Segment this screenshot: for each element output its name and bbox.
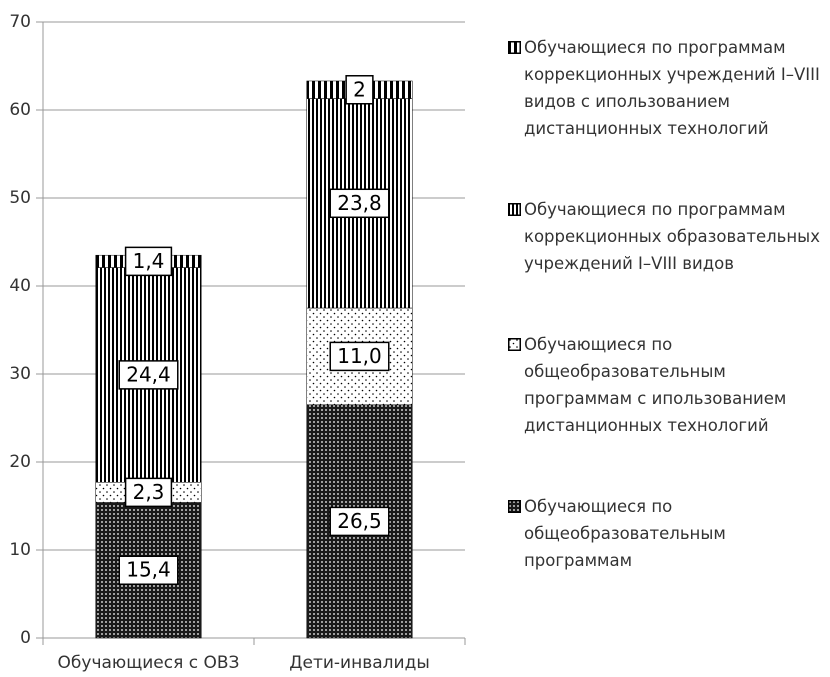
y-tick-label: 70 (9, 12, 31, 32)
x-tick-label: Обучающиеся с ОВЗ (58, 653, 240, 673)
data-label-text: 15,4 (126, 558, 171, 582)
legend-marker (508, 41, 521, 54)
data-label: 26,5 (329, 506, 390, 537)
x-tick-label: Дети-инвалиды (289, 653, 430, 673)
data-label-box (124, 477, 173, 508)
y-tick-label: 60 (9, 100, 31, 120)
data-label-text: 1,4 (133, 249, 165, 273)
legend-label: Обучающиеся по общеобразовательным прогр… (524, 335, 787, 435)
legend: Обучающиеся по программам коррекционных … (508, 34, 826, 628)
data-label-text: 23,8 (337, 191, 382, 215)
legend-marker (508, 500, 521, 513)
data-label: 24,4 (118, 360, 179, 390)
legend-item: Обучающиеся по программам коррекционных … (508, 34, 826, 142)
data-label-text: 24,4 (126, 362, 171, 386)
data-label: 2 (345, 75, 374, 105)
legend-swatch (508, 203, 521, 216)
data-label-box (329, 506, 390, 537)
legend-label: Обучающиеся по программам коррекционных … (524, 200, 820, 273)
data-label-box (345, 75, 374, 105)
legend-marker (508, 338, 521, 351)
legend-label: Обучающиеся по общеобразовательным прогр… (524, 497, 726, 570)
data-label-text: 2,3 (133, 480, 165, 504)
legend-swatch (508, 41, 521, 54)
data-label-box (118, 555, 179, 585)
legend-item: Обучающиеся по общеобразовательным прогр… (508, 331, 826, 439)
y-tick-label: 0 (20, 628, 31, 648)
data-label-box (329, 341, 390, 372)
y-tick-label: 40 (9, 276, 31, 296)
data-label: 15,4 (118, 555, 179, 585)
y-tick-label: 20 (9, 452, 31, 472)
legend-swatch (508, 500, 521, 513)
legend-swatch (508, 338, 521, 351)
y-tick-label: 50 (9, 188, 31, 208)
data-label-text: 26,5 (337, 509, 382, 533)
data-label-box (118, 360, 179, 390)
y-tick-label: 10 (9, 540, 31, 560)
data-label-box (124, 246, 173, 277)
data-label-text: 2 (353, 77, 366, 101)
legend-item: Обучающиеся по программам коррекционных … (508, 196, 826, 277)
data-label: 2,3 (124, 477, 173, 508)
data-label: 11,0 (329, 341, 390, 372)
chart: 0 10 20 30 40 50 60 70 Обучающиеся с ОВЗ 15,4 2,3 2… (9, 12, 466, 673)
data-label-box (329, 188, 390, 219)
legend-item: Обучающиеся по общеобразовательным прогр… (508, 493, 826, 574)
data-label: 23,8 (329, 188, 390, 219)
y-tick-label: 30 (9, 364, 31, 384)
data-label-text: 11,0 (337, 344, 382, 368)
legend-label: Обучающиеся по программам коррекционных … (524, 38, 820, 138)
legend-marker (508, 203, 521, 216)
data-label: 1,4 (124, 246, 173, 277)
